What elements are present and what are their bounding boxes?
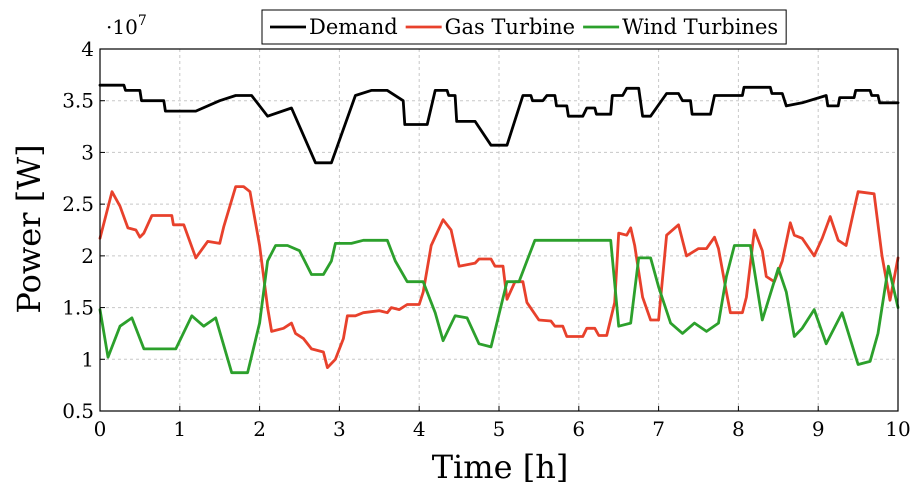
x-tick-label: 3 [333,417,346,441]
y-multiplier-exponent: 7 [138,13,147,29]
x-tick-label: 1 [173,417,186,441]
y-tick-label: 1 [81,347,94,371]
y-tick-label: 2.5 [62,192,94,216]
x-tick-label: 8 [732,417,745,441]
legend-box [261,9,787,45]
x-tick-label: 2 [253,417,266,441]
series-line-demand [98,83,900,165]
y-multiplier: ·107 [106,13,147,39]
legend: Demand Gas Turbine Wind Turbines [261,9,787,45]
x-axis-label: Time [h] [432,448,569,486]
y-tick-label: 3.5 [62,89,94,113]
series-lines [98,83,900,375]
y-tick-label: 0.5 [62,399,94,423]
x-tick-label: 6 [572,417,585,441]
x-tick-label: 4 [413,417,426,441]
legend-label-wind-turbines: Wind Turbines [622,15,778,39]
y-multiplier-base: ·10 [106,15,138,39]
x-tick-label: 5 [493,417,506,441]
x-tick-label: 10 [885,417,910,441]
x-tick-label: 7 [652,417,665,441]
legend-label-gas-turbine: Gas Turbine [445,15,575,39]
x-tick-label: 9 [812,417,825,441]
x-tick-label: 0 [94,417,107,441]
gridlines [100,49,898,411]
y-tick-label: 1.5 [62,296,94,320]
series-line-wind-turbines [98,238,900,375]
tick-labels: 0 1 2 3 4 5 6 7 8 9 10 0.5 1 1.5 2 2.5 3 3.5 4 [62,37,911,441]
legend-label-demand: Demand [309,15,398,39]
y-tick-label: 3 [81,140,94,164]
y-axis-label: Power [W] [10,144,48,313]
y-tick-label: 4 [81,37,94,61]
y-tick-label: 2 [81,244,94,268]
